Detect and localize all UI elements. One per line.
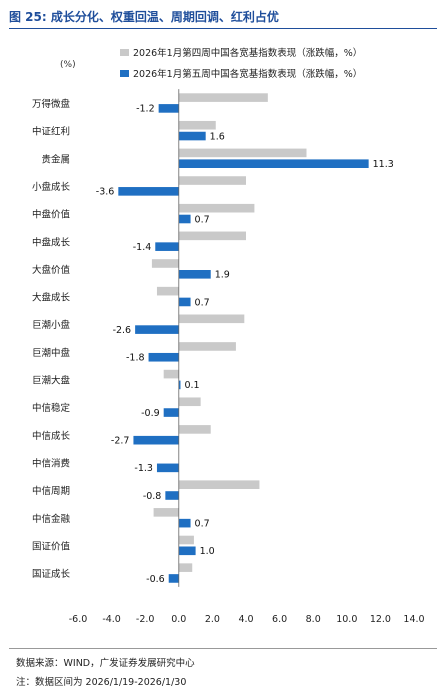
bar-week5 bbox=[118, 187, 179, 196]
x-tick-label: 6.0 bbox=[272, 614, 287, 625]
bar-week5 bbox=[133, 435, 179, 445]
category-label: 中信周期 bbox=[32, 485, 70, 497]
x-tick-label: -4.0 bbox=[102, 614, 121, 625]
category-label: 国证价值 bbox=[32, 540, 71, 552]
data-label: 1.0 bbox=[200, 546, 215, 557]
data-label: 0.7 bbox=[195, 214, 210, 225]
bar-week4 bbox=[153, 508, 179, 517]
bar-week5 bbox=[178, 546, 196, 556]
note-text: 注：数据区间为 2026/1/19-2026/1/30 bbox=[16, 677, 187, 688]
category-label: 巨潮大盘 bbox=[32, 375, 71, 387]
data-label: 11.3 bbox=[373, 159, 394, 170]
category-label: 中盘价值 bbox=[32, 209, 71, 221]
bar-week4 bbox=[178, 397, 201, 407]
unit-label: (%) bbox=[60, 60, 76, 70]
data-label: -1.8 bbox=[126, 353, 145, 364]
data-label: -2.6 bbox=[113, 325, 132, 336]
legend-swatch-blue bbox=[120, 69, 129, 77]
legend-item-week4: 2026年1月第四周中国各宽基指数表现（涨跌幅，%） bbox=[120, 45, 362, 59]
data-label: 1.6 bbox=[210, 131, 225, 142]
data-label: -1.3 bbox=[134, 463, 153, 474]
data-label: -2.7 bbox=[111, 436, 130, 447]
bar-week4 bbox=[178, 120, 216, 130]
x-tick-label: 14.0 bbox=[403, 614, 424, 625]
category-label: 万得微盘 bbox=[32, 98, 71, 110]
data-label: -1.4 bbox=[133, 242, 152, 253]
bar-week4 bbox=[163, 369, 179, 379]
bar-week5 bbox=[178, 297, 191, 307]
bar-week5 bbox=[178, 380, 181, 390]
bar-week5 bbox=[178, 131, 206, 141]
category-label: 贵金属 bbox=[41, 153, 70, 165]
bar-week5 bbox=[135, 325, 179, 334]
bar-week5 bbox=[163, 408, 179, 417]
bar-week4 bbox=[178, 203, 255, 213]
category-label: 中信稳定 bbox=[32, 402, 71, 414]
bar-week5 bbox=[148, 352, 179, 362]
source-text: 数据来源：WIND，广发证券发展研究中心 bbox=[16, 658, 195, 669]
data-label: -0.6 bbox=[146, 574, 165, 585]
bar-week5 bbox=[178, 214, 191, 224]
category-label: 中证红利 bbox=[32, 126, 70, 138]
legend-label-week5: 2026年1月第五周中国各宽基指数表现（涨跌幅，%） bbox=[133, 69, 363, 80]
bar-week5 bbox=[155, 242, 179, 251]
data-label: -3.6 bbox=[96, 187, 115, 198]
bar-week5 bbox=[178, 518, 191, 528]
title-rule bbox=[9, 28, 437, 29]
bar-week4 bbox=[178, 535, 194, 545]
category-label: 中信成长 bbox=[32, 430, 71, 442]
bar-week4 bbox=[178, 93, 268, 102]
bar-week4 bbox=[178, 176, 246, 185]
data-label: 1.9 bbox=[215, 270, 230, 281]
bar-week5 bbox=[168, 574, 179, 583]
data-label: -0.8 bbox=[143, 491, 162, 502]
data-label: -0.9 bbox=[141, 408, 160, 419]
x-tick-label: -6.0 bbox=[69, 614, 88, 625]
data-label: 0.7 bbox=[195, 518, 210, 529]
category-label: 小盘成长 bbox=[32, 181, 71, 193]
bar-week5 bbox=[156, 463, 179, 473]
category-label: 巨潮小盘 bbox=[32, 319, 71, 331]
bar-week4 bbox=[151, 259, 179, 268]
bar-week4 bbox=[178, 480, 260, 489]
bar-week5 bbox=[178, 159, 369, 168]
bar-week4 bbox=[178, 342, 236, 351]
bar-week4 bbox=[178, 231, 246, 241]
bar-week4 bbox=[178, 148, 307, 158]
bar-week5 bbox=[158, 104, 179, 113]
x-tick-label: 12.0 bbox=[370, 614, 391, 625]
figure-title: 图 25: 成长分化、权重回温、周期回调、红利占优 bbox=[9, 10, 279, 24]
bar-chart: 万得微盘 -1.2 中证红利 1.6 贵金属 11.3 小盘成长 -3.6 中盘价值 0.7 中盘成… bbox=[32, 89, 425, 625]
bar-week5 bbox=[165, 491, 179, 500]
legend-item-week5: 2026年1月第五周中国各宽基指数表现（涨跌幅，%） bbox=[120, 66, 362, 80]
category-label: 中盘成长 bbox=[32, 236, 71, 248]
category-label: 中信消费 bbox=[32, 457, 70, 469]
data-label: 0.7 bbox=[195, 297, 210, 308]
x-tick-label: 2.0 bbox=[205, 614, 220, 625]
category-label: 大盘成长 bbox=[32, 292, 71, 304]
x-tick-label: 4.0 bbox=[238, 614, 253, 625]
bar-week4 bbox=[178, 314, 245, 324]
x-tick-label: -2.0 bbox=[136, 614, 155, 625]
data-label: 0.1 bbox=[184, 380, 199, 391]
bar-week4 bbox=[156, 286, 179, 296]
category-label: 中信金融 bbox=[32, 513, 71, 525]
category-label: 国证成长 bbox=[32, 568, 71, 580]
legend-swatch-grey bbox=[120, 48, 129, 56]
category-label: 巨潮中盘 bbox=[32, 347, 71, 359]
category-label: 大盘价值 bbox=[32, 264, 71, 276]
bar-week4 bbox=[178, 563, 193, 572]
x-tick-label: 0.0 bbox=[171, 614, 186, 625]
data-label: -1.2 bbox=[136, 104, 155, 115]
x-tick-label: 8.0 bbox=[306, 614, 321, 625]
x-tick-label: 10.0 bbox=[336, 614, 357, 625]
bar-week4 bbox=[178, 425, 211, 434]
bar-week5 bbox=[178, 270, 211, 279]
legend-label-week4: 2026年1月第四周中国各宽基指数表现（涨跌幅，%） bbox=[133, 48, 363, 59]
source-rule bbox=[9, 648, 437, 649]
